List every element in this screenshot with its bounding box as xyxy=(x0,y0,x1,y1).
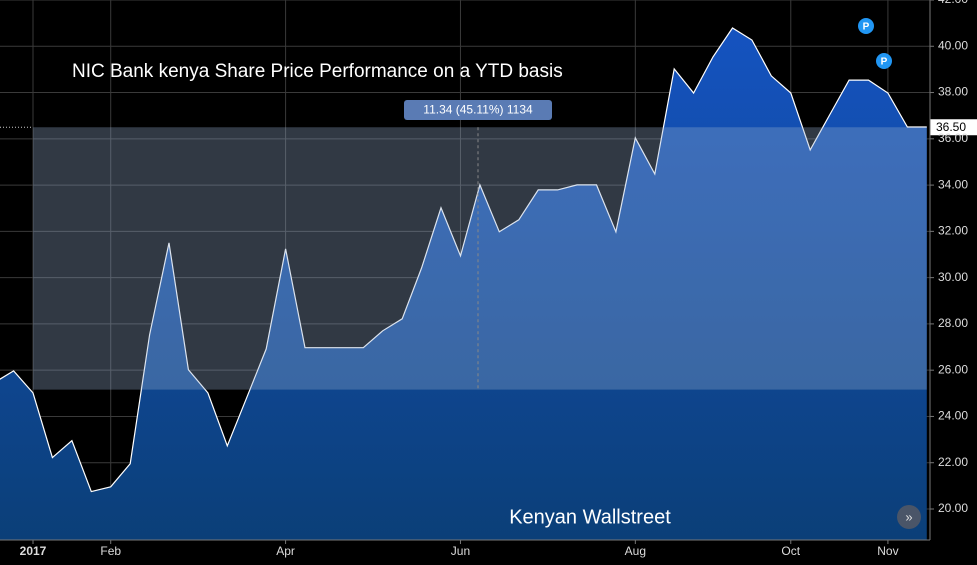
y-tick-label: 36.00 xyxy=(938,131,968,145)
y-tick-label: 40.00 xyxy=(938,38,968,52)
event-marker[interactable] xyxy=(858,18,874,34)
y-tick-label: 42.00 xyxy=(938,0,968,6)
y-tick-label: 20.00 xyxy=(938,501,968,515)
x-tick-label: Aug xyxy=(625,544,646,558)
chart-title: NIC Bank kenya Share Price Performance o… xyxy=(72,61,563,82)
y-tick-label: 30.00 xyxy=(938,270,968,284)
x-tick-label: 2017 xyxy=(20,544,47,558)
y-tick-label: 24.00 xyxy=(938,409,968,423)
scroll-button[interactable] xyxy=(897,505,921,529)
last-price-tag xyxy=(930,119,977,136)
measure-label: 11.34 (45.11%) 1134 xyxy=(423,103,533,117)
y-tick-label: 22.00 xyxy=(938,455,968,469)
x-tick-label: Apr xyxy=(276,544,295,558)
x-tick-label: Jun xyxy=(451,544,470,558)
event-marker-label: P xyxy=(881,57,888,68)
area xyxy=(0,28,927,540)
last-price-label: 36.50 xyxy=(936,120,966,134)
y-tick-label: 28.00 xyxy=(938,316,968,330)
x-tick-label: Oct xyxy=(781,544,800,558)
watermark: Kenyan Wallstreet xyxy=(509,506,671,528)
event-marker-label: P xyxy=(863,22,870,33)
measure-label-box xyxy=(404,100,552,120)
event-marker[interactable] xyxy=(876,53,892,69)
x-tick-label: Feb xyxy=(100,544,121,558)
y-tick-label: 34.00 xyxy=(938,177,968,191)
x-tick-label: Nov xyxy=(877,544,898,558)
measure-box xyxy=(33,127,927,390)
price-line xyxy=(0,27,927,493)
scroll-icon: » xyxy=(905,509,912,524)
y-tick-label: 32.00 xyxy=(938,224,968,238)
y-tick-label: 38.00 xyxy=(938,85,968,99)
y-tick-label: 26.00 xyxy=(938,362,968,376)
